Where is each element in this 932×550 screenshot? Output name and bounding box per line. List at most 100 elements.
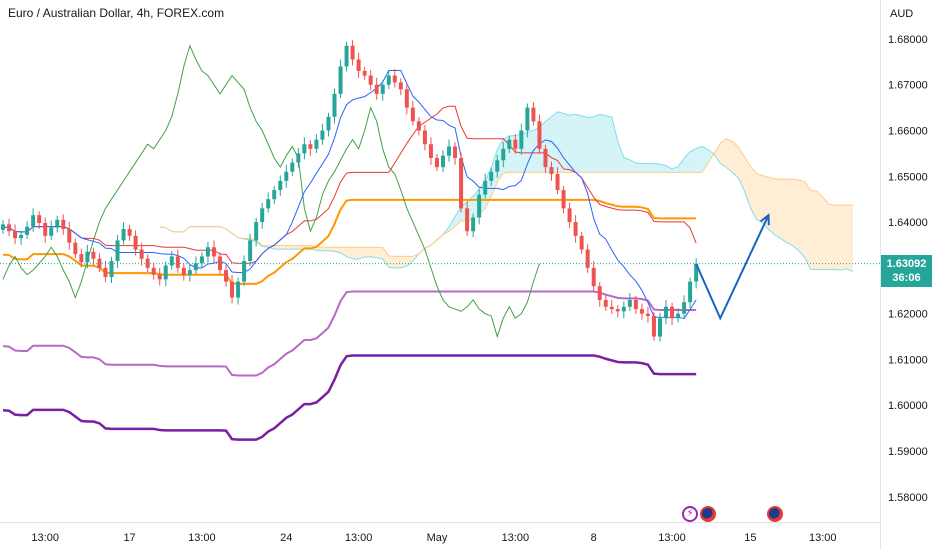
candle-body: [374, 84, 379, 94]
cloud-segment: [672, 166, 679, 173]
cloud-segment: [346, 247, 353, 260]
cloud-segment: [840, 205, 847, 271]
candle-body: [31, 215, 36, 227]
cloud-segment: [750, 166, 757, 220]
candle-body: [495, 160, 500, 172]
cloud-segment: [370, 247, 377, 258]
candle-body: [362, 70, 367, 76]
candle-body: [260, 208, 265, 223]
candle-body: [199, 256, 204, 264]
cloud-segment: [400, 256, 407, 268]
candle-body: [224, 270, 229, 282]
candle-body: [308, 144, 313, 149]
cloud-segment: [816, 190, 823, 270]
candle-body: [19, 234, 24, 239]
y-tick-label: 1.64000: [888, 217, 928, 229]
y-tick-label: 1.61000: [888, 354, 928, 366]
candle-body: [248, 240, 253, 261]
candle-body: [561, 190, 566, 209]
cloud-segment: [822, 197, 829, 270]
cloud-segment: [726, 138, 733, 173]
cloud-segment: [569, 114, 576, 173]
cloud-segment: [792, 179, 799, 251]
cloud-segment: [690, 148, 697, 173]
flag-au-icon[interactable]: [766, 506, 783, 522]
cloud-segment: [449, 216, 456, 232]
candle-body: [615, 309, 620, 312]
cloud-segment: [280, 245, 287, 250]
candle-body: [549, 167, 554, 174]
y-tick-label: 1.67000: [888, 80, 928, 92]
candle-body: [627, 299, 632, 307]
candle-body: [621, 306, 626, 312]
candle-body: [278, 180, 283, 191]
candle-body: [633, 299, 638, 310]
candle-body: [230, 281, 235, 298]
candle-body: [513, 139, 518, 149]
y-tick-label: 1.60000: [888, 400, 928, 412]
candle-body: [555, 174, 560, 191]
candle-body: [483, 180, 488, 195]
cloud-segment: [575, 114, 582, 173]
candle-body: [266, 199, 271, 209]
candle-body: [169, 256, 174, 266]
candle-body: [694, 263, 699, 282]
cloud-segment: [352, 247, 359, 260]
candle-body: [386, 75, 391, 85]
candle-body: [392, 75, 397, 83]
candle-body: [465, 208, 470, 232]
flag-au-icon[interactable]: [700, 506, 717, 522]
candle-body: [591, 267, 596, 287]
y-tick-label: 1.65000: [888, 171, 928, 183]
cloud-segment: [696, 146, 703, 173]
candle-body: [1, 224, 5, 230]
cloud-segment: [455, 206, 462, 227]
candle-body: [609, 306, 614, 310]
cloud-segment: [358, 247, 365, 260]
candle-body: [531, 107, 536, 122]
candle-body: [651, 315, 656, 337]
candle-body: [139, 249, 144, 259]
y-tick-label: 1.66000: [888, 126, 928, 138]
cloud-segment: [563, 113, 570, 173]
chikou-span: [2, 44, 540, 339]
cloud-segment: [587, 116, 594, 173]
candle-body: [121, 228, 126, 241]
candle-body: [157, 274, 162, 280]
y-tick-label: 1.62000: [888, 309, 928, 321]
candle-body: [175, 256, 180, 268]
x-tick-label: 13:00: [31, 532, 59, 544]
violet-midline: [2, 290, 697, 377]
x-tick-label: 8: [591, 532, 597, 544]
candle-body: [320, 130, 325, 140]
cloud-segment: [364, 247, 371, 258]
cloud-segment: [635, 163, 642, 173]
y-tick-label: 1.58000: [888, 492, 928, 504]
candle-body: [242, 261, 247, 282]
candle-body: [567, 208, 572, 223]
cloud-segment: [623, 157, 630, 173]
cloud-segment: [653, 163, 660, 173]
cloud-segment: [316, 246, 323, 251]
cloud-segment: [647, 163, 654, 173]
time-axis: 13:00 17 13:00 24 13:00 May 13:00 8 13:00 15 13:00: [31, 532, 836, 544]
candle-body: [682, 302, 687, 314]
cloud-segment: [666, 165, 673, 173]
senkou-span-b: [159, 138, 853, 257]
candle-body: [404, 89, 409, 108]
candle-body: [193, 263, 198, 271]
candle-body: [422, 130, 427, 145]
candle-body: [61, 219, 66, 229]
cloud-segment: [732, 141, 739, 178]
cloud-segment: [678, 158, 685, 173]
cloud-segment: [834, 205, 841, 271]
cloud-segment: [744, 156, 751, 208]
cloud-segment: [292, 245, 299, 250]
candle-body: [597, 286, 602, 300]
candle-body: [489, 171, 494, 181]
lightning-icon[interactable]: ⚡: [682, 506, 699, 522]
cloud-segment: [527, 130, 534, 173]
candle-body: [163, 265, 168, 280]
candle-body: [284, 171, 289, 181]
